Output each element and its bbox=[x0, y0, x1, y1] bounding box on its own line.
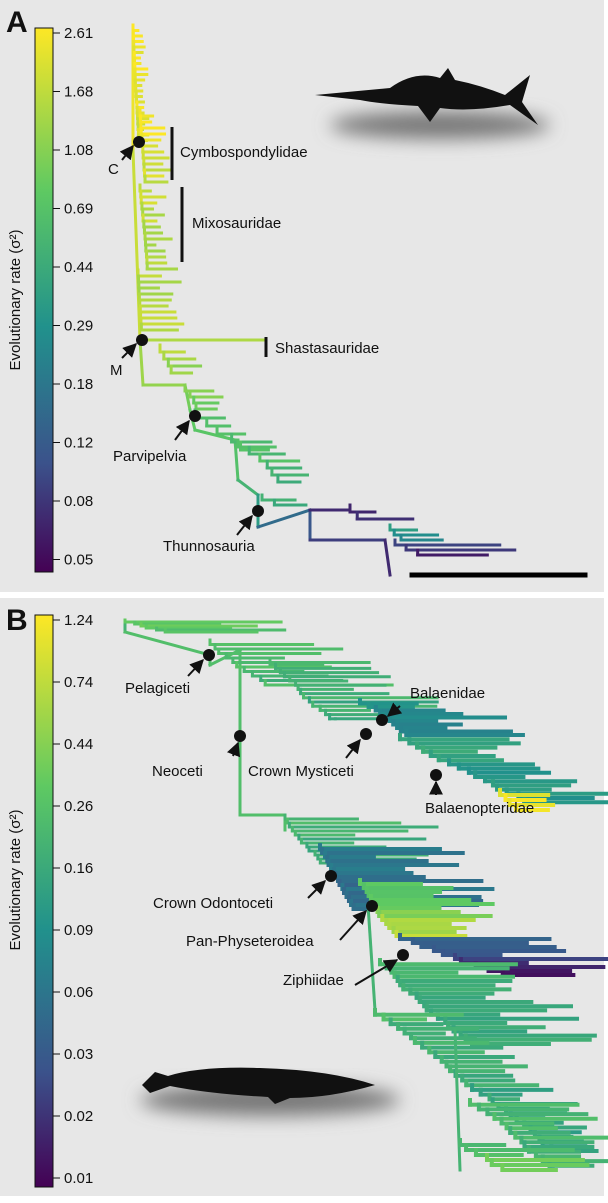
branch bbox=[193, 428, 237, 442]
tick-label: 0.16 bbox=[64, 860, 93, 877]
arrow bbox=[187, 658, 204, 677]
tick-label: 0.03 bbox=[64, 1046, 93, 1063]
node-dot bbox=[189, 410, 201, 422]
arrow bbox=[386, 702, 403, 717]
arrow bbox=[339, 909, 367, 941]
tick-label: 0.02 bbox=[64, 1108, 93, 1125]
clade-label: Ziphiidae bbox=[283, 972, 344, 989]
tick-label: 0.74 bbox=[64, 674, 93, 691]
tick-label: 0.06 bbox=[64, 984, 93, 1001]
tick-label: 1.08 bbox=[64, 142, 93, 159]
panel-label: A bbox=[6, 6, 28, 39]
arrow bbox=[119, 144, 134, 161]
tick-label: 0.08 bbox=[64, 493, 93, 510]
arrow bbox=[307, 880, 326, 899]
node-dot bbox=[133, 136, 145, 148]
clade-label: Thunnosauria bbox=[163, 538, 255, 555]
node-dot bbox=[360, 728, 372, 740]
clade-label: C bbox=[108, 161, 119, 178]
arrow bbox=[345, 738, 361, 759]
tick-label: 0.18 bbox=[64, 376, 93, 393]
arrow bbox=[226, 741, 241, 758]
clade-label: Shastasauridae bbox=[275, 340, 379, 357]
tick-label: 0.09 bbox=[64, 922, 93, 939]
clade-label: Crown Odontoceti bbox=[153, 895, 273, 912]
tick-label: 1.24 bbox=[64, 612, 93, 629]
tick-label: 0.12 bbox=[64, 435, 93, 452]
clade-label: Neoceti bbox=[152, 763, 203, 780]
clade-label: Balaenopteridae bbox=[425, 800, 534, 817]
ichthyosaur-silhouette bbox=[315, 68, 538, 125]
clade-label: M bbox=[110, 362, 123, 379]
clade-label: Pelagiceti bbox=[125, 680, 190, 697]
node-dot bbox=[234, 730, 246, 742]
clade-label: Cymbospondylidae bbox=[180, 144, 308, 161]
colorbar bbox=[34, 27, 54, 573]
colorbar bbox=[34, 614, 54, 1188]
shadow bbox=[330, 111, 550, 139]
node-dot bbox=[397, 949, 409, 961]
whale-silhouette bbox=[142, 1067, 375, 1104]
tick-label: 0.69 bbox=[64, 201, 93, 218]
tick-label: 0.05 bbox=[64, 552, 93, 569]
node-dot bbox=[252, 505, 264, 517]
branch bbox=[383, 538, 392, 577]
tick-label: 1.68 bbox=[64, 84, 93, 101]
arrow bbox=[174, 419, 190, 441]
branch bbox=[235, 477, 261, 498]
tick-label: 0.29 bbox=[64, 318, 93, 335]
branch bbox=[123, 630, 212, 657]
tick-label: 0.44 bbox=[64, 259, 93, 276]
node-dot bbox=[136, 334, 148, 346]
tick-label: 0.26 bbox=[64, 798, 93, 815]
node-dot bbox=[430, 769, 442, 781]
colorbar-title: Evolutionary rate (σ²) bbox=[7, 230, 24, 371]
tick-label: 0.44 bbox=[64, 736, 93, 753]
node-dot bbox=[376, 714, 388, 726]
clade-label: Mixosauridae bbox=[192, 215, 281, 232]
branch bbox=[366, 903, 377, 1012]
arrow bbox=[236, 514, 253, 536]
panel-label: B bbox=[6, 604, 28, 637]
branch bbox=[233, 438, 240, 482]
clade-label: Crown Mysticeti bbox=[248, 763, 354, 780]
clade-label: Balaenidae bbox=[410, 685, 485, 702]
arrow bbox=[121, 343, 137, 359]
branch bbox=[138, 338, 145, 387]
node-dot bbox=[325, 870, 337, 882]
node-dot bbox=[203, 649, 215, 661]
node-dot bbox=[366, 900, 378, 912]
arrow bbox=[354, 959, 399, 986]
clade-label: Pan-Physeteroidea bbox=[186, 933, 314, 950]
clade-label: Parvipelvia bbox=[113, 448, 187, 465]
tick-label: 0.01 bbox=[64, 1170, 93, 1187]
tick-label: 2.61 bbox=[64, 25, 93, 42]
colorbar-title: Evolutionary rate (σ²) bbox=[7, 810, 24, 951]
branch bbox=[256, 508, 312, 529]
